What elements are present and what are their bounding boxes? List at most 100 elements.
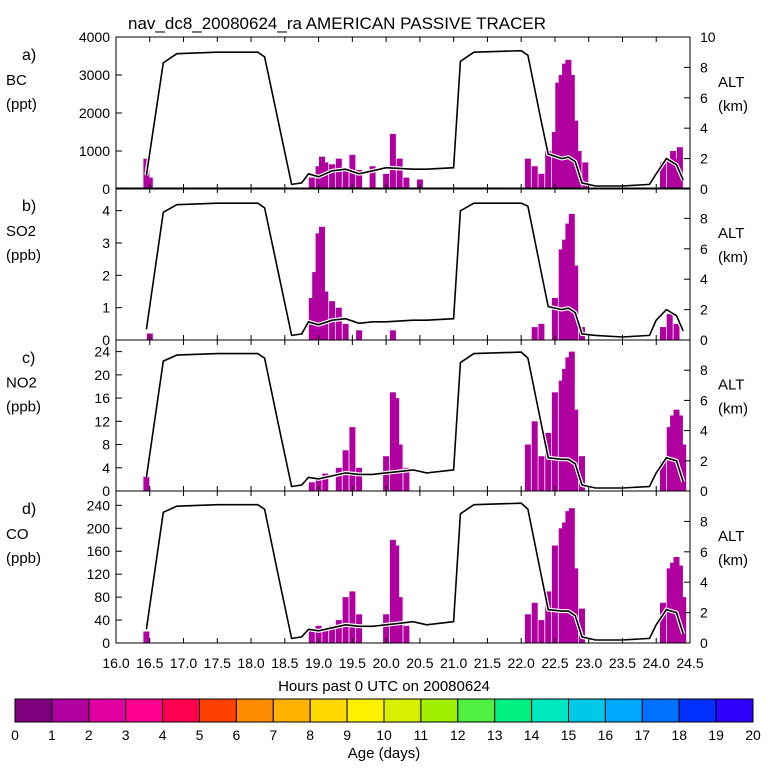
y-tick-label: 0	[102, 483, 110, 499]
tracer-bar	[555, 82, 562, 189]
tracer-bar	[356, 614, 363, 643]
colorbar-swatch	[235, 698, 274, 723]
tracer-bar	[342, 170, 349, 189]
tracer-bar	[143, 476, 150, 491]
colorbar-swatch	[494, 698, 533, 723]
tracer-bar	[396, 158, 403, 189]
tracer-bar	[551, 298, 558, 340]
y-tick-label: 0	[102, 635, 110, 651]
colorbar-swatch	[346, 698, 385, 723]
alt-units: (km)	[718, 249, 748, 266]
alt-tick-label: 0	[700, 332, 708, 348]
tracer-bar	[538, 173, 545, 189]
tracer-bar	[660, 462, 666, 491]
tracer-bar	[568, 508, 575, 643]
y-tick-label: 1	[102, 300, 110, 316]
x-tick-label: 17.0	[170, 655, 197, 671]
shared-x-axis: 16.0 16.5 17.0 17.5 18.0 18.5 19.0 19.5 20.0 20.5…	[102, 655, 703, 671]
alt-tick-label: 8	[700, 362, 708, 378]
tracer-bar	[308, 298, 315, 340]
alt-tick-label: 4	[700, 574, 708, 590]
tracer-bar	[308, 482, 315, 491]
tracer-bar	[558, 528, 565, 643]
colorbar-tick-label: 11	[414, 727, 429, 743]
altitude-line	[145, 351, 684, 489]
tracer-bar	[670, 562, 677, 643]
tracer-bar	[524, 158, 531, 189]
tracer-bar	[383, 614, 390, 643]
tracer-bar	[335, 158, 342, 189]
tracer-bar	[356, 467, 363, 491]
tracer-bar	[568, 351, 575, 491]
alt-label: ALT	[718, 528, 744, 545]
tracer-bar	[322, 291, 329, 340]
y-tick-label: 16	[94, 390, 110, 406]
y-tick-label: 4	[102, 203, 110, 219]
y-tick-label: 160	[87, 543, 111, 559]
colorbar-swatch	[14, 698, 53, 723]
x-tick-label: 23.5	[609, 655, 636, 671]
colorbar-tick-label: 3	[122, 727, 130, 743]
colorbar-label: Age (days)	[348, 745, 421, 762]
tracer-bar	[551, 392, 558, 491]
tracer-bar	[538, 323, 545, 340]
x-tick-label: 23.0	[575, 655, 602, 671]
alt-tick-label: 4	[700, 271, 708, 287]
tracer-bar	[319, 226, 325, 340]
colorbar-swatch	[162, 698, 201, 723]
alt-tick-label: 8	[700, 59, 708, 75]
tracer-bar	[335, 467, 342, 491]
colorbar-swatch	[604, 698, 643, 723]
colorbar-swatch	[457, 698, 496, 723]
alt-label: ALT	[718, 74, 744, 91]
tracer-bar	[562, 369, 569, 491]
tracer-bar	[673, 158, 680, 189]
colorbar-swatch	[383, 698, 422, 723]
tracer-bar	[551, 132, 558, 189]
y-tick-label: 0	[102, 332, 110, 348]
alt-tick-label: 0	[700, 635, 708, 651]
colorbar-tick-label: 14	[524, 727, 540, 743]
tracer-bar	[666, 568, 673, 643]
figure-title: nav_dc8_20080624_ra AMERICAN PASSIVE TRA…	[128, 14, 546, 33]
tracer-bar	[558, 380, 565, 491]
x-tick-label: 21.0	[440, 655, 467, 671]
tracer-bar	[143, 631, 150, 643]
alt-units: (km)	[718, 98, 748, 115]
colorbar-tick-label: 5	[196, 727, 204, 743]
colorbar-swatch	[568, 698, 606, 723]
colorbar-tick-label: 0	[11, 727, 19, 743]
tracer-bar	[565, 223, 572, 340]
tracer-bar	[562, 63, 569, 189]
y-tick-label: 200	[87, 520, 111, 536]
species-label: NO2	[6, 375, 37, 392]
colorbar-tick-label: 4	[159, 727, 167, 743]
tracer-bar	[680, 597, 687, 643]
panel-letter: c)	[22, 350, 35, 367]
colorbar-swatch	[125, 698, 164, 723]
tracer-bar	[356, 330, 363, 340]
tracer-bar	[308, 177, 315, 189]
tracer-bar	[389, 539, 396, 643]
colorbar-tick-label: 19	[708, 727, 724, 743]
alt-units: (km)	[718, 552, 748, 569]
panel-letter: d)	[22, 501, 36, 518]
y-tick-label: 40	[94, 612, 110, 628]
tracer-bar	[666, 314, 673, 340]
alt-tick-label: 8	[700, 513, 708, 529]
tracer-bar	[403, 467, 410, 491]
y-tick-label: 2	[102, 267, 110, 283]
alt-tick-label: 6	[700, 544, 708, 560]
x-tick-label: 24.0	[643, 655, 670, 671]
colorbar-tick-label: 8	[306, 727, 314, 743]
tracer-bar	[315, 625, 322, 643]
tracer-bar	[572, 568, 579, 643]
altitude-line	[145, 202, 684, 338]
colorbar-tick-label: 2	[85, 727, 93, 743]
tracer-bar	[558, 249, 565, 340]
tracer-bar	[673, 323, 680, 340]
y-tick-label: 2000	[79, 105, 110, 121]
tracer-bar	[568, 213, 575, 340]
y-tick-label: 3	[102, 235, 110, 251]
colorbar-tick-label: 18	[671, 727, 687, 743]
